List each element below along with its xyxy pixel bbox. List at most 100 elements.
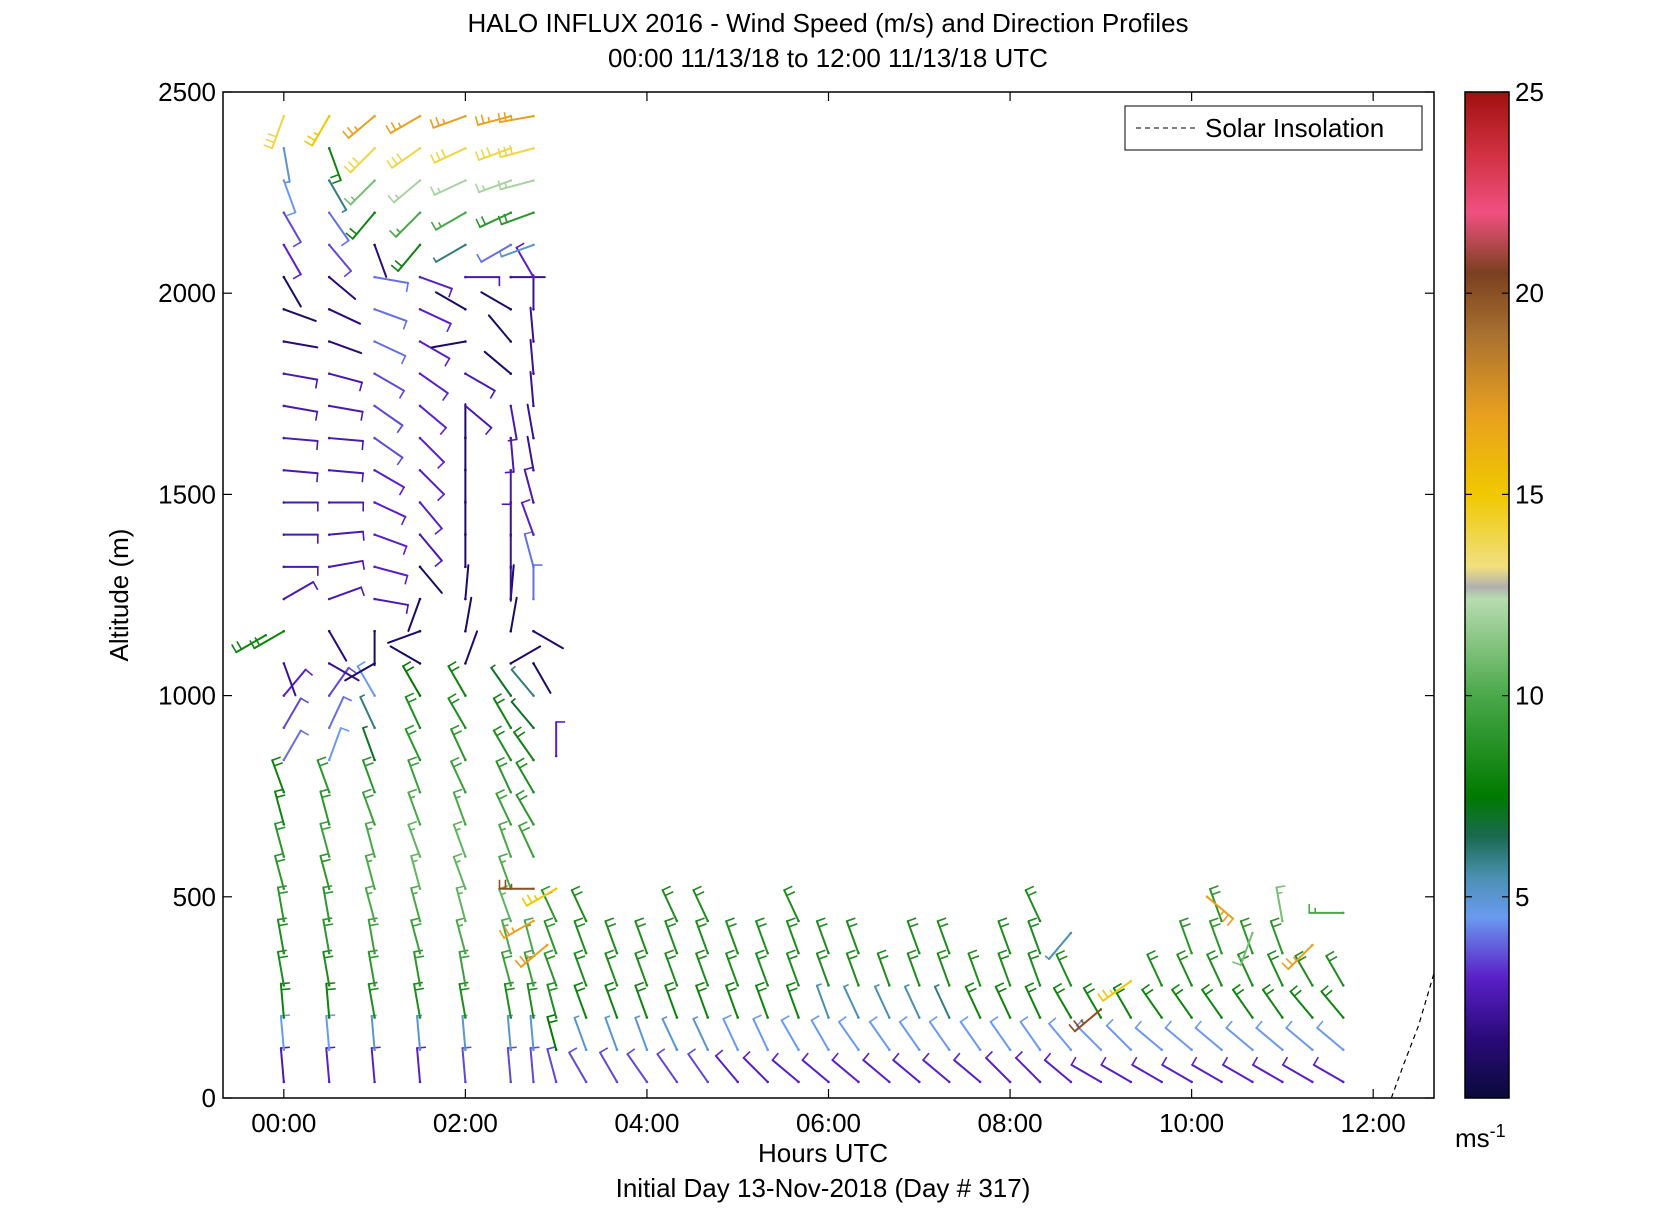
colorbar-tick-label: 20 xyxy=(1515,278,1544,308)
wind-barb xyxy=(282,404,319,421)
wind-barb xyxy=(373,533,408,555)
wind-barb xyxy=(386,147,422,169)
wind-barb xyxy=(512,726,535,762)
wind-barb xyxy=(532,564,543,601)
wind-barb xyxy=(1316,1020,1345,1052)
wind-barb xyxy=(464,275,501,287)
wind-barb xyxy=(282,340,319,349)
wind-barb xyxy=(231,633,267,654)
wind-barb xyxy=(506,1014,513,1052)
colorbar-bar xyxy=(1464,91,1510,1099)
wind-barb xyxy=(498,820,513,858)
wind-barb xyxy=(780,1015,800,1052)
wind-barb xyxy=(389,211,422,238)
wind-barb xyxy=(282,668,314,697)
wind-barb xyxy=(843,983,860,1019)
wind-barb xyxy=(509,533,513,570)
wind-barb xyxy=(327,629,348,662)
wind-barb xyxy=(418,404,448,436)
wind-barb xyxy=(327,586,365,601)
wind-barb xyxy=(785,917,800,955)
wind-barb xyxy=(407,597,422,632)
wind-barb xyxy=(626,1048,649,1084)
y-axis-ticks: 0 500 1000 1500 2000 2500 xyxy=(158,77,1434,1113)
wind-barb xyxy=(725,981,740,1019)
solar-insolation-layer xyxy=(1390,973,1434,1098)
wind-barb xyxy=(1176,949,1193,987)
wind-barb xyxy=(509,275,546,279)
wind-barb xyxy=(373,275,410,293)
wind-barb xyxy=(418,275,453,298)
wind-barb xyxy=(322,917,334,955)
wind-barb xyxy=(407,756,422,794)
solar-insolation-line xyxy=(1390,973,1434,1098)
y-tick-label: 500 xyxy=(173,882,216,912)
wind-barb xyxy=(573,917,588,955)
wind-barb xyxy=(1206,949,1223,987)
wind-barb xyxy=(1312,1056,1345,1084)
wind-barb xyxy=(480,291,513,311)
wind-barb xyxy=(994,982,1012,1019)
wind-barb xyxy=(742,1050,769,1084)
wind-barb xyxy=(634,981,649,1019)
wind-barb xyxy=(385,114,422,135)
wind-barb xyxy=(604,981,619,1019)
wind-barb xyxy=(634,949,649,987)
wind-barb xyxy=(543,949,558,987)
wind-barb xyxy=(464,596,473,633)
wind-barb xyxy=(959,1016,982,1052)
wind-barb xyxy=(418,307,452,333)
wind-barb xyxy=(529,306,535,343)
wind-barb xyxy=(282,501,319,512)
wind-barb xyxy=(1251,1056,1284,1084)
wind-barb xyxy=(1285,1020,1314,1052)
wind-barb xyxy=(282,729,310,762)
wind-barb xyxy=(279,1046,290,1084)
wind-barb xyxy=(529,338,535,375)
wind-barb xyxy=(325,1046,336,1084)
wind-barb xyxy=(418,533,443,568)
wind-barb xyxy=(450,756,467,794)
wind-barb xyxy=(327,530,365,541)
wind-barb xyxy=(407,788,422,826)
wind-barb xyxy=(529,371,535,408)
wind-barb xyxy=(692,1016,710,1052)
wind-barb xyxy=(282,533,319,544)
wind-barb xyxy=(510,665,535,697)
wind-barb xyxy=(801,1052,830,1084)
x-tick-label: 00:00 xyxy=(251,1108,316,1138)
wind-barb xyxy=(515,789,535,826)
wind-barb xyxy=(282,565,319,576)
wind-barb xyxy=(327,404,364,421)
wind-barb xyxy=(1014,1050,1042,1084)
wind-barb xyxy=(434,291,467,311)
wind-barb xyxy=(387,629,422,644)
wind-barb xyxy=(373,340,407,365)
wind-barb xyxy=(815,917,830,955)
wind-barb xyxy=(464,404,493,436)
wind-barb xyxy=(464,564,470,601)
wind-barb xyxy=(903,983,921,1019)
wind-barb xyxy=(1027,949,1042,987)
wind-barb xyxy=(282,662,297,697)
wind-barb xyxy=(1221,1056,1254,1084)
wind-barb xyxy=(523,466,535,504)
wind-barb xyxy=(967,949,982,987)
wind-barb xyxy=(1232,931,1254,966)
wind-barb xyxy=(271,756,286,794)
wind-barb xyxy=(430,147,467,164)
wind-barb xyxy=(1208,917,1223,955)
x-axis-sublabel: Initial Day 13-Nov-2018 (Day # 317) xyxy=(616,1173,1031,1203)
wind-barb xyxy=(532,629,564,650)
wind-barb xyxy=(475,211,513,229)
wind-barb xyxy=(1100,1056,1133,1084)
wind-barb xyxy=(989,1016,1012,1052)
wind-barb xyxy=(1205,895,1235,927)
wind-barb xyxy=(1191,1056,1223,1084)
wind-barb xyxy=(430,340,467,349)
wind-barb xyxy=(447,660,467,697)
wind-barb xyxy=(327,436,365,451)
wind-barb xyxy=(634,1015,649,1052)
wind-barb xyxy=(447,693,467,730)
